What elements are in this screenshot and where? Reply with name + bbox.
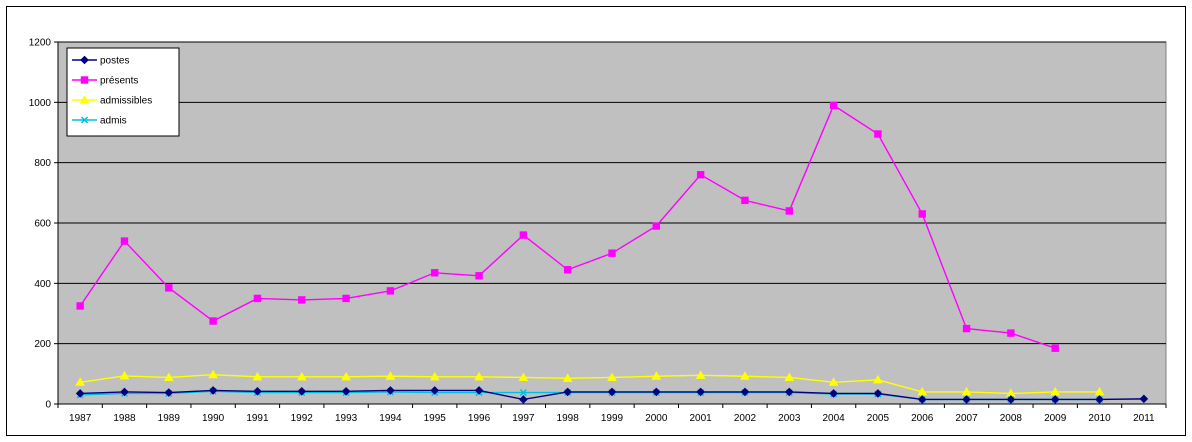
data-point-présents-1998 (564, 267, 570, 273)
x-tick-label: 1996 (468, 413, 491, 424)
x-tick-label: 2010 (1088, 413, 1111, 424)
y-tick-label: 1200 (29, 38, 52, 49)
x-tick-label: 1998 (557, 413, 580, 424)
legend-marker (81, 77, 87, 83)
x-tick-label: 1988 (113, 413, 136, 424)
x-tick-label: 2002 (734, 413, 757, 424)
x-tick-label: 1993 (335, 413, 358, 424)
legend-label: postes (100, 56, 129, 67)
data-point-présents-2006 (919, 211, 925, 217)
x-tick-label: 2005 (867, 413, 890, 424)
x-tick-label: 2003 (778, 413, 801, 424)
x-tick-label: 2000 (645, 413, 668, 424)
data-point-présents-2009 (1052, 345, 1058, 351)
x-tick-label: 2004 (822, 413, 845, 424)
x-tick-label: 1999 (601, 413, 624, 424)
x-tick-label: 1989 (158, 413, 181, 424)
legend-label: présents (100, 76, 138, 87)
x-tick-label: 1990 (202, 413, 225, 424)
data-point-présents-2000 (653, 223, 659, 229)
data-point-présents-1997 (520, 232, 526, 238)
data-point-présents-1995 (432, 270, 438, 276)
data-point-présents-1987 (77, 303, 83, 309)
y-tick-label: 800 (34, 158, 51, 169)
data-point-présents-1990 (210, 318, 216, 324)
x-tick-label: 1992 (291, 413, 314, 424)
x-tick-label: 2001 (690, 413, 713, 424)
data-point-présents-1992 (299, 297, 305, 303)
data-point-présents-1988 (121, 238, 127, 244)
x-tick-label: 1994 (379, 413, 402, 424)
data-point-présents-1993 (343, 295, 349, 301)
data-point-présents-1994 (387, 288, 393, 294)
data-point-présents-2007 (963, 325, 969, 331)
data-point-présents-2008 (1008, 330, 1014, 336)
x-tick-label: 2006 (911, 413, 934, 424)
chart-frame: 0 200 400 600 800 1000 1200 1987 1988 1989 1990 199… (6, 6, 1186, 436)
x-tick-label: 1987 (69, 413, 92, 424)
data-point-présents-1999 (609, 250, 615, 256)
data-point-présents-1996 (476, 273, 482, 279)
x-tick-label: 2008 (1000, 413, 1023, 424)
line-chart: 0 200 400 600 800 1000 1200 1987 1988 1989 1990 199… (7, 7, 1185, 435)
x-tick-label: 2011 (1133, 413, 1155, 424)
x-tick-label: 2007 (955, 413, 978, 424)
y-tick-label: 600 (34, 219, 51, 230)
data-point-présents-2004 (830, 102, 836, 108)
y-tick-label: 200 (34, 339, 51, 350)
data-point-présents-1989 (166, 285, 172, 291)
x-tick-label: 1995 (424, 413, 447, 424)
y-tick-label: 1000 (29, 98, 52, 109)
y-tick-label: 0 (45, 400, 51, 411)
legend-label: admis (100, 116, 127, 127)
data-point-présents-2003 (786, 208, 792, 214)
y-tick-label: 400 (34, 279, 51, 290)
legend-label: admissibles (100, 96, 152, 107)
x-tick-label: 1991 (246, 413, 269, 424)
data-point-présents-1991 (254, 295, 260, 301)
data-point-présents-2001 (697, 172, 703, 178)
data-point-présents-2005 (875, 131, 881, 137)
data-point-présents-2002 (742, 197, 748, 203)
x-tick-label: 1997 (512, 413, 535, 424)
x-tick-label: 2009 (1044, 413, 1067, 424)
